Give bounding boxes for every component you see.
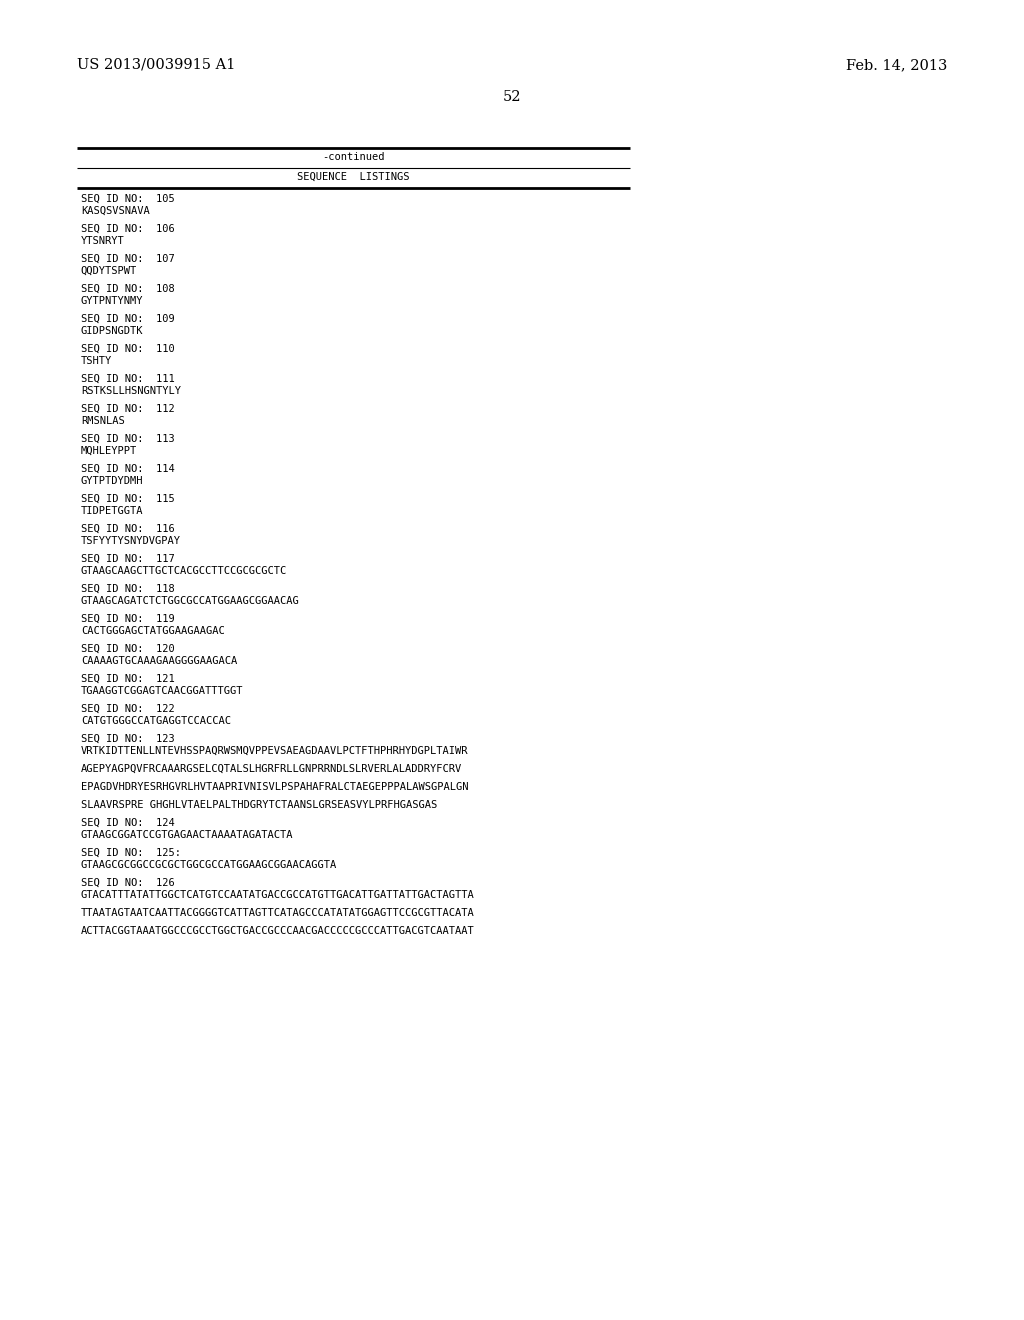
Text: CATGTGGGCCATGAGGTCCACCAC: CATGTGGGCCATGAGGTCCACCAC xyxy=(81,715,230,726)
Text: SEQ ID NO:  119: SEQ ID NO: 119 xyxy=(81,614,174,624)
Text: SLAAVRSPRE GHGHLVTAELPALTHDGRYTCTAANSLGRSEASVYLPRFHGASGAS: SLAAVRSPRE GHGHLVTAELPALTHDGRYTCTAANSLGR… xyxy=(81,800,437,810)
Text: GTACATTTATATTGGCTCATGTCCAATATGACCGCCATGTTGACATTGATTATTGACTAGTTA: GTACATTTATATTGGCTCATGTCCAATATGACCGCCATGT… xyxy=(81,890,474,900)
Text: SEQUENCE  LISTINGS: SEQUENCE LISTINGS xyxy=(297,172,410,182)
Text: SEQ ID NO:  113: SEQ ID NO: 113 xyxy=(81,434,174,444)
Text: GYTPTDYDMH: GYTPTDYDMH xyxy=(81,477,143,486)
Text: -continued: -continued xyxy=(322,152,385,162)
Text: Feb. 14, 2013: Feb. 14, 2013 xyxy=(846,58,947,73)
Text: GTAAGCAAGCTTGCTCACGCCTTCCGCGCGCTC: GTAAGCAAGCTTGCTCACGCCTTCCGCGCGCTC xyxy=(81,566,287,576)
Text: SEQ ID NO:  111: SEQ ID NO: 111 xyxy=(81,374,174,384)
Text: TSHTY: TSHTY xyxy=(81,356,112,366)
Text: SEQ ID NO:  107: SEQ ID NO: 107 xyxy=(81,253,174,264)
Text: GYTPNTYNMY: GYTPNTYNMY xyxy=(81,296,143,306)
Text: AGEPYAGPQVFRCAAARGSELCQTALSLHGRFRLLGNPRRNDLSLRVERLALADDRYFCRV: AGEPYAGPQVFRCAAARGSELCQTALSLHGRFRLLGNPRR… xyxy=(81,764,462,774)
Text: TGAAGGTCGGAGTCAACGGATTTGGT: TGAAGGTCGGAGTCAACGGATTTGGT xyxy=(81,686,244,696)
Text: YTSNRYT: YTSNRYT xyxy=(81,236,125,246)
Text: US 2013/0039915 A1: US 2013/0039915 A1 xyxy=(77,58,236,73)
Text: TSFYYTYSNYDVGPAY: TSFYYTYSNYDVGPAY xyxy=(81,536,181,546)
Text: SEQ ID NO:  117: SEQ ID NO: 117 xyxy=(81,554,174,564)
Text: SEQ ID NO:  118: SEQ ID NO: 118 xyxy=(81,583,174,594)
Text: SEQ ID NO:  115: SEQ ID NO: 115 xyxy=(81,494,174,504)
Text: EPAGDVHDRYESRHGVRLHVTAAPRIVNISVLPSPAHAFRALCTAEGEPPPALAWSGPALGN: EPAGDVHDRYESRHGVRLHVTAAPRIVNISVLPSPAHAFR… xyxy=(81,781,468,792)
Text: TIDPETGGTA: TIDPETGGTA xyxy=(81,506,143,516)
Text: ACTTACGGTAAATGGCCCGCCTGGCTGACCGCCCAACGACCCCCGCCCATTGACGTCAATAAT: ACTTACGGTAAATGGCCCGCCTGGCTGACCGCCCAACGAC… xyxy=(81,927,474,936)
Text: SEQ ID NO:  122: SEQ ID NO: 122 xyxy=(81,704,174,714)
Text: SEQ ID NO:  114: SEQ ID NO: 114 xyxy=(81,465,174,474)
Text: SEQ ID NO:  112: SEQ ID NO: 112 xyxy=(81,404,174,414)
Text: MQHLEYPPT: MQHLEYPPT xyxy=(81,446,137,455)
Text: SEQ ID NO:  120: SEQ ID NO: 120 xyxy=(81,644,174,653)
Text: SEQ ID NO:  108: SEQ ID NO: 108 xyxy=(81,284,174,294)
Text: SEQ ID NO:  116: SEQ ID NO: 116 xyxy=(81,524,174,535)
Text: CACTGGGAGCTATGGAAGAAGAC: CACTGGGAGCTATGGAAGAAGAC xyxy=(81,626,224,636)
Text: SEQ ID NO:  125:: SEQ ID NO: 125: xyxy=(81,847,181,858)
Text: SEQ ID NO:  109: SEQ ID NO: 109 xyxy=(81,314,174,323)
Text: GTAAGCGCGGCCGCGCTGGCGCCATGGAAGCGGAACAGGTA: GTAAGCGCGGCCGCGCTGGCGCCATGGAAGCGGAACAGGT… xyxy=(81,861,337,870)
Text: SEQ ID NO:  126: SEQ ID NO: 126 xyxy=(81,878,174,888)
Text: SEQ ID NO:  124: SEQ ID NO: 124 xyxy=(81,818,174,828)
Text: KASQSVSNAVA: KASQSVSNAVA xyxy=(81,206,150,216)
Text: SEQ ID NO:  106: SEQ ID NO: 106 xyxy=(81,224,174,234)
Text: GTAAGCAGATCTCTGGCGCCATGGAAGCGGAACAG: GTAAGCAGATCTCTGGCGCCATGGAAGCGGAACAG xyxy=(81,597,300,606)
Text: SEQ ID NO:  110: SEQ ID NO: 110 xyxy=(81,345,174,354)
Text: SEQ ID NO:  105: SEQ ID NO: 105 xyxy=(81,194,174,205)
Text: SEQ ID NO:  123: SEQ ID NO: 123 xyxy=(81,734,174,744)
Text: GTAAGCGGATCCGTGAGAACTAAAATAGATACTA: GTAAGCGGATCCGTGAGAACTAAAATAGATACTA xyxy=(81,830,293,840)
Text: 52: 52 xyxy=(503,90,521,104)
Text: TTAATAGTAATCAATTACGGGGTCATTAGTTCATAGCCCATATATGGAGTTCCGCGTTACATA: TTAATAGTAATCAATTACGGGGTCATTAGTTCATAGCCCA… xyxy=(81,908,474,917)
Text: SEQ ID NO:  121: SEQ ID NO: 121 xyxy=(81,675,174,684)
Text: GIDPSNGDTK: GIDPSNGDTK xyxy=(81,326,143,337)
Text: RSTKSLLHSNGNTYLY: RSTKSLLHSNGNTYLY xyxy=(81,385,181,396)
Text: RMSNLAS: RMSNLAS xyxy=(81,416,125,426)
Text: QQDYTSPWT: QQDYTSPWT xyxy=(81,267,137,276)
Text: VRTKIDTTENLLNTEVHSSPAQRWSMQVPPEVSAEAGDAAVLPCTFTHPHRHYDGPLTAIWR: VRTKIDTTENLLNTEVHSSPAQRWSMQVPPEVSAEAGDAA… xyxy=(81,746,468,756)
Text: CAAAAGTGCAAAGAAGGGGAAGACA: CAAAAGTGCAAAGAAGGGGAAGACA xyxy=(81,656,237,667)
